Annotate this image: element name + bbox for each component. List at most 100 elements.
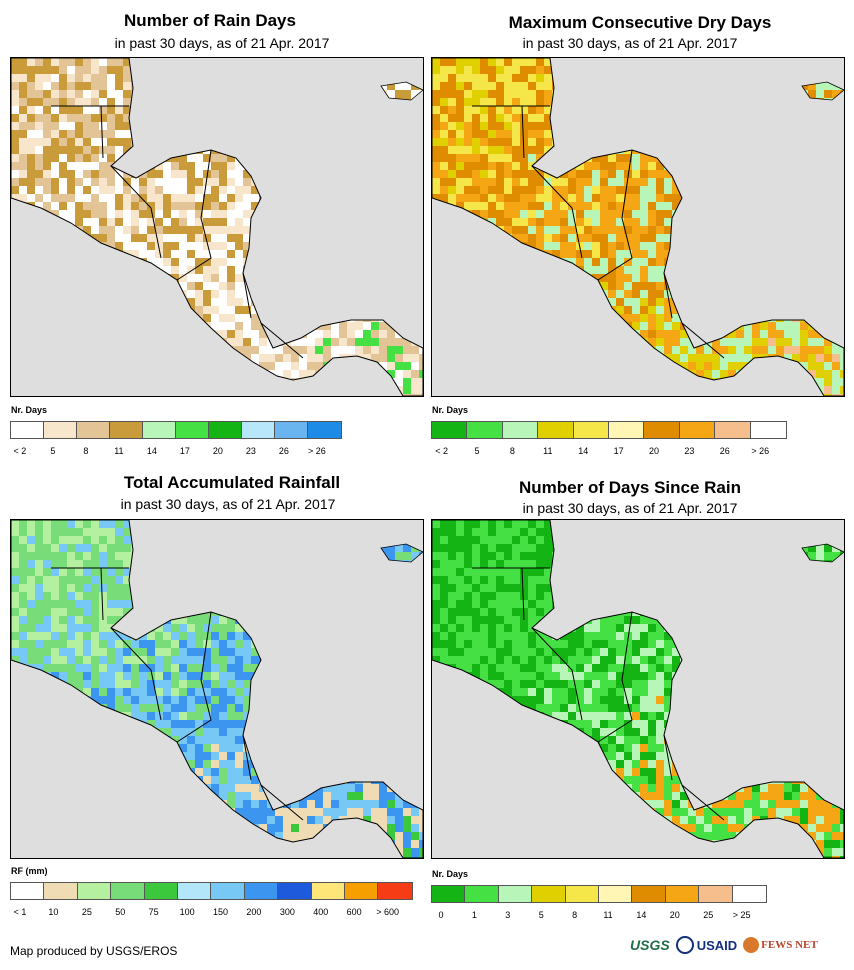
country-borders [472,105,725,359]
fews-globe-icon [743,937,760,953]
rainfall-map [10,519,424,859]
panel-4-title: Number of Days Since Rain [518,478,741,497]
jamaica-outline [380,543,423,563]
legend-tick: > 25 [732,910,751,920]
legend-tick: < 2 [435,446,448,456]
coastline [432,520,844,858]
legend-swatch [209,422,242,438]
legend-swatch [573,422,609,438]
legend-swatch [732,886,766,902]
coastline [11,58,423,396]
legend-tick: 3 [505,910,511,920]
legend-swatch [538,422,574,438]
legend-swatch [178,883,212,899]
coastline [11,520,423,858]
panel-3-title: Total Accumulated Rainfall [123,473,341,492]
legend-swatch [465,886,499,902]
legend-tick: 20 [669,910,680,920]
fews-net-logo: FEWS NET [743,937,818,953]
usaid-seal-icon [675,936,694,954]
map-svg [432,520,844,858]
legend-tick: 100 [179,907,195,917]
jamaica-outline [380,81,423,101]
legend-swatch [644,422,680,438]
legend-swatch [143,422,176,438]
land-pixels [11,520,423,858]
legend-tick: 26 [719,446,730,456]
legend-tick: 14 [578,446,589,456]
legend-swatch [311,883,346,899]
legend-swatch [750,422,786,438]
legend-swatch [77,422,110,438]
legend-tick: 10 [48,907,59,917]
legend-tick: 23 [684,446,695,456]
dry-days-map [431,57,845,397]
legend-swatch [110,422,143,438]
map-svg [432,58,844,396]
legend-tick: 75 [148,907,159,917]
legend-tick: 400 [313,907,329,917]
panel-1-legend-title: Nr. Days [11,405,48,415]
legend-swatch [502,422,539,438]
legend-swatch [432,422,468,438]
dry-days-legend-bar [431,421,787,439]
usgs-logo: USGS [630,937,670,953]
land-pixels [11,58,423,396]
map-credit: Map produced by USGS/EROS [10,944,178,958]
legend-swatch [467,422,503,438]
legend-tick: 17 [613,446,624,456]
legend-swatch [44,422,77,438]
legend-tick: < 2 [13,446,27,456]
legend-tick: 8 [572,910,578,920]
legend-tick: 23 [245,446,256,456]
legend-swatch [432,886,466,902]
legend-tick: 11 [543,446,553,456]
legend-tick: 17 [179,446,190,456]
legend-tick: 50 [115,907,126,917]
rain-days-legend-bar [10,421,342,439]
legend-tick: 20 [649,446,660,456]
legend-tick: 25 [703,910,714,920]
panel-2-legend-title: Nr. Days [432,405,469,415]
legend-tick: 150 [213,907,229,917]
jamaica-outline [801,81,844,101]
legend-tick: > 26 [751,446,770,456]
legend-swatch [715,422,751,438]
legend-tick: 26 [278,446,289,456]
usaid-logo: USAID [675,936,738,954]
legend-swatch [498,886,533,902]
legend-swatch [378,883,412,899]
legend-tick: 600 [346,907,362,917]
panel-1-subtitle: in past 30 days, as of 21 Apr. 2017 [114,35,330,51]
map-svg [11,58,423,396]
legend-tick: 14 [146,446,157,456]
panel-4-subtitle: in past 30 days, as of 21 Apr. 2017 [522,500,738,516]
legend-swatch [608,422,645,438]
legend-tick: > 600 [376,907,399,917]
legend-swatch [665,886,700,902]
legend-tick: < 1 [13,907,27,917]
legend-swatch [242,422,275,438]
legend-swatch [244,883,279,899]
country-borders [51,105,304,359]
legend-tick: 5 [50,446,56,456]
legend-swatch [275,422,308,438]
days-since-rain-map [431,519,845,859]
rainfall-legend-bar [10,882,413,900]
legend-swatch [77,883,112,899]
panel-3-legend-title: RF (mm) [11,866,48,876]
fews-net-logo-text: FEWS NET [761,939,818,951]
logos: USGS USAID FEWS NET [630,932,818,958]
legend-swatch [345,883,379,899]
days-since-rain-legend-bar [431,885,767,903]
legend-tick: > 26 [308,446,326,456]
country-borders [472,567,725,821]
legend-tick: 8 [83,446,89,456]
legend-swatch [111,883,145,899]
map-svg [11,520,423,858]
usaid-logo-text: USAID [696,937,738,953]
legend-tick: 1 [471,910,477,920]
legend-swatch [632,886,666,902]
legend-tick: 0 [438,910,444,920]
legend-tick: 5 [538,910,544,920]
